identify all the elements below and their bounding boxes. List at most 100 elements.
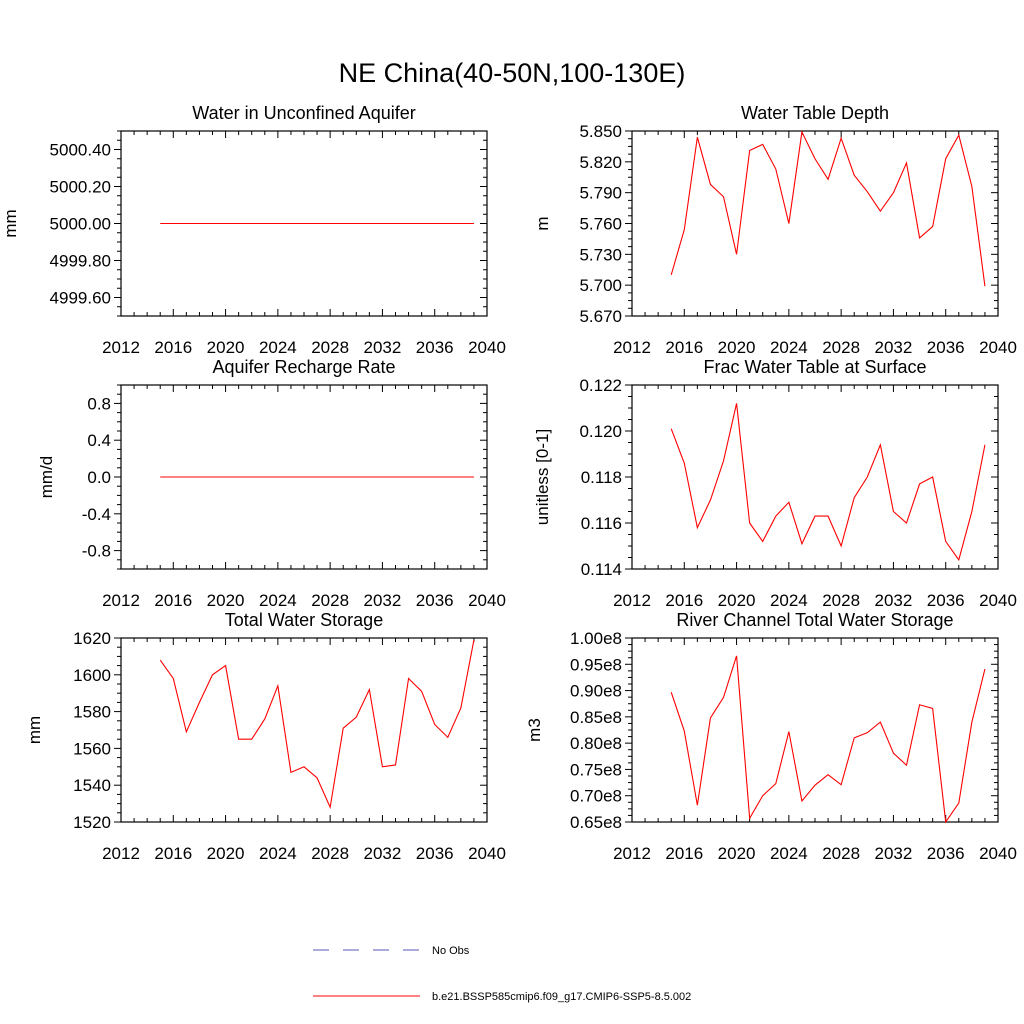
y-tick-label: 5.850 xyxy=(579,122,622,141)
y-tick-label: 1600 xyxy=(73,666,111,685)
series-line xyxy=(670,130,986,287)
x-tick-label: 2012 xyxy=(102,844,140,863)
y-tick-label: 4999.80 xyxy=(50,252,111,271)
panel-title: Water in Unconfined Aquifer xyxy=(192,103,415,123)
y-tick-label: 1.00e8 xyxy=(570,629,622,648)
x-tick-label: 2020 xyxy=(207,591,245,610)
x-tick-label: 2012 xyxy=(102,591,140,610)
panel-title: Total Water Storage xyxy=(225,610,383,630)
y-tick-label: 5.820 xyxy=(579,153,622,172)
x-tick-label: 2028 xyxy=(311,844,349,863)
plot-frame xyxy=(631,637,999,823)
x-tick-label: 2012 xyxy=(102,338,140,357)
y-tick-label: 0.122 xyxy=(579,376,622,395)
x-tick-label: 2036 xyxy=(416,591,454,610)
x-tick-label: 2040 xyxy=(468,338,506,357)
y-tick-label: 0.0 xyxy=(87,468,111,487)
x-tick-label: 2016 xyxy=(154,591,192,610)
chart-panel: Water in Unconfined Aquifer mm 2012 2016 202… xyxy=(1,103,506,357)
y-tick-label: 0.85e8 xyxy=(570,708,622,727)
x-tick-label: 2024 xyxy=(770,591,808,610)
x-tick-label: 2032 xyxy=(875,338,913,357)
x-tick-label: 2036 xyxy=(416,338,454,357)
x-tick-label: 2036 xyxy=(927,338,965,357)
series-line xyxy=(159,639,475,810)
panel-title: Frac Water Table at Surface xyxy=(703,357,926,377)
y-tick-label: 0.114 xyxy=(581,560,622,579)
x-tick-label: 2020 xyxy=(718,591,756,610)
x-tick-label: 2020 xyxy=(207,844,245,863)
x-tick-label: 2032 xyxy=(875,844,913,863)
x-tick-label: 2028 xyxy=(822,844,860,863)
x-tick-label: 2032 xyxy=(364,338,402,357)
x-tick-label: 2040 xyxy=(979,338,1017,357)
y-tick-label: 5.790 xyxy=(579,184,622,203)
series-line xyxy=(670,403,986,562)
x-tick-label: 2016 xyxy=(154,338,192,357)
y-tick-label: 0.4 xyxy=(87,431,111,450)
y-axis-label: mm xyxy=(25,716,44,744)
y-tick-label: 0.90e8 xyxy=(570,682,622,701)
chart-panel: Water Table Depth m 2012 2016 2020 2024 2028 20… xyxy=(533,103,1017,357)
y-axis-label: mm xyxy=(1,209,20,237)
x-tick-label: 2024 xyxy=(259,338,297,357)
y-tick-label: 5000.40 xyxy=(50,141,111,160)
x-tick-label: 2016 xyxy=(665,844,703,863)
x-tick-label: 2016 xyxy=(665,591,703,610)
chart-panel: River Channel Total Water Storage m3 2012 2… xyxy=(525,610,1017,863)
x-tick-label: 2032 xyxy=(875,591,913,610)
x-tick-label: 2020 xyxy=(718,338,756,357)
x-tick-label: 2016 xyxy=(665,338,703,357)
y-tick-label: 5.670 xyxy=(579,307,622,326)
x-tick-label: 2024 xyxy=(259,844,297,863)
y-tick-label: 1580 xyxy=(73,703,111,722)
y-tick-label: 0.75e8 xyxy=(570,760,622,779)
x-tick-label: 2036 xyxy=(927,591,965,610)
x-tick-label: 2032 xyxy=(364,844,402,863)
x-tick-label: 2040 xyxy=(979,844,1017,863)
y-tick-label: -0.4 xyxy=(82,505,111,524)
x-tick-label: 2024 xyxy=(770,844,808,863)
x-tick-label: 2036 xyxy=(416,844,454,863)
y-tick-label: 5000.20 xyxy=(50,178,111,197)
x-tick-label: 2020 xyxy=(207,338,245,357)
y-tick-label: 0.8 xyxy=(87,394,111,413)
y-axis-label: m3 xyxy=(525,718,544,742)
x-tick-label: 2028 xyxy=(311,591,349,610)
figure-title: NE China(40-50N,100-130E) xyxy=(339,58,686,88)
legend-label: b.e21.BSSP585cmip6.f09_g17.CMIP6-SSP5-8.… xyxy=(432,991,691,1003)
legend-label: No Obs xyxy=(432,945,470,957)
x-tick-label: 2040 xyxy=(979,591,1017,610)
legend: No Obs b.e21.BSSP585cmip6.f09_g17.CMIP6-S… xyxy=(313,945,691,1003)
series-line xyxy=(670,655,986,824)
chart-panel: Frac Water Table at Surface unitless [0-1… xyxy=(533,357,1017,610)
y-tick-label: 5.700 xyxy=(579,276,622,295)
x-tick-label: 2012 xyxy=(613,591,651,610)
y-tick-label: 0.95e8 xyxy=(570,655,622,674)
y-tick-label: 0.118 xyxy=(581,468,622,487)
x-tick-label: 2040 xyxy=(468,591,506,610)
x-tick-label: 2020 xyxy=(718,844,756,863)
y-tick-label: -0.8 xyxy=(82,542,111,561)
panel-title: Aquifer Recharge Rate xyxy=(212,357,395,377)
y-axis-label: m xyxy=(533,216,552,230)
x-tick-label: 2036 xyxy=(927,844,965,863)
y-tick-label: 4999.60 xyxy=(50,289,111,308)
x-tick-label: 2024 xyxy=(770,338,808,357)
y-tick-label: 0.116 xyxy=(581,514,622,533)
y-tick-label: 0.70e8 xyxy=(570,787,622,806)
y-tick-label: 1620 xyxy=(73,629,111,648)
y-tick-label: 1520 xyxy=(73,813,111,832)
y-tick-label: 5.730 xyxy=(579,245,622,264)
x-tick-label: 2012 xyxy=(613,338,651,357)
y-tick-label: 5000.00 xyxy=(50,215,111,234)
chart-panels: Water in Unconfined Aquifer mm 2012 2016 202… xyxy=(1,103,1017,863)
chart-panel: Aquifer Recharge Rate mm/d 2012 2016 2020 202… xyxy=(37,357,506,610)
y-tick-label: 5.760 xyxy=(579,215,622,234)
y-tick-label: 1540 xyxy=(73,776,111,795)
y-tick-label: 0.65e8 xyxy=(570,813,622,832)
x-tick-label: 2028 xyxy=(311,338,349,357)
y-tick-label: 0.80e8 xyxy=(570,734,622,753)
x-tick-label: 2032 xyxy=(364,591,402,610)
